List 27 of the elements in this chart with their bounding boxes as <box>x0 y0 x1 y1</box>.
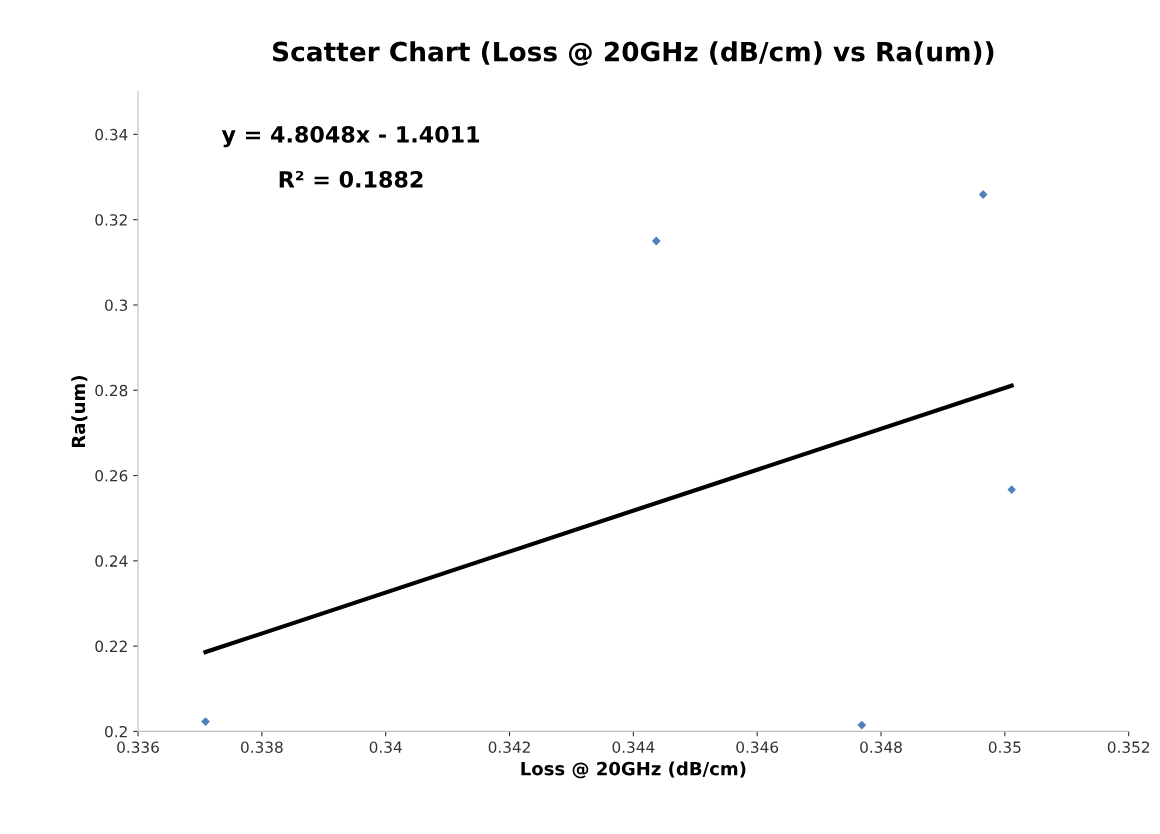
point <box>652 236 661 246</box>
annotation: y = 4.8048x - 1.4011 <box>221 125 480 148</box>
y-tick-label: 0.28 <box>95 384 128 397</box>
point <box>201 717 210 726</box>
x-tick-label: 0.352 <box>1107 741 1150 753</box>
x-tick-label: 0.35 <box>988 741 1021 753</box>
y-tick-label: 0.2 <box>105 725 127 738</box>
y-tick-label: 0.26 <box>95 470 128 482</box>
y-tick-label: 0.22 <box>95 640 127 653</box>
y-tick-label: 0.24 <box>95 555 128 567</box>
x-tick-label: 0.34 <box>369 741 402 753</box>
x-tick-label: 0.342 <box>488 741 530 753</box>
x-axis-title: Loss @ 20GHz (dB/cm) <box>521 761 746 779</box>
x-tick-label: 0.346 <box>736 741 779 753</box>
x-tick-label: 0.336 <box>117 741 159 753</box>
point <box>979 190 988 199</box>
point <box>857 720 866 730</box>
y-axis-title: Ra(um) <box>71 376 88 448</box>
y-tick-label: 0.32 <box>95 214 127 226</box>
point <box>1007 485 1016 494</box>
x-tick-label: 0.344 <box>612 741 655 753</box>
y-tick-label: 0.3 <box>105 299 128 311</box>
chart-title: Scatter Chart (Loss @ 20GHz (dB/cm) vs Ra(um)) <box>272 41 994 66</box>
annotation: R² = 0.1882 <box>279 170 423 188</box>
y-tick-label: 0.34 <box>95 128 128 141</box>
x-tick-label: 0.348 <box>860 741 902 753</box>
x-tick-label: 0.338 <box>241 741 283 753</box>
